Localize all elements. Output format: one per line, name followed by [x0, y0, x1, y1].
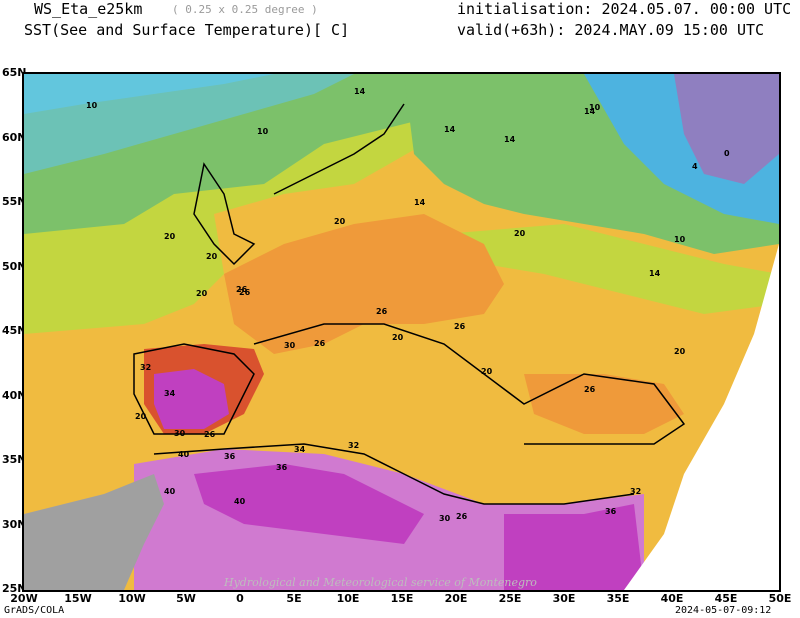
longitude-tick-label: 20E	[444, 592, 468, 605]
contour-labels: 1010141414141004102020142620201426202626…	[86, 87, 730, 523]
contour-label: 20	[164, 232, 176, 241]
contour-label: 26	[204, 430, 216, 439]
software-credit: GrADS/COLA	[4, 605, 65, 616]
sst-map-canvas: Hydrological and Meteorological service …	[24, 74, 779, 590]
contour-label: 20	[206, 252, 218, 261]
contour-label: 30	[439, 514, 451, 523]
contour-label: 20	[392, 333, 404, 342]
contour-label: 14	[584, 107, 596, 116]
contour-label: 14	[444, 125, 456, 134]
latitude-tick-label: 30N	[2, 517, 27, 531]
model-name: WS_Eta_e25km	[34, 0, 143, 18]
contour-label: 26	[236, 285, 248, 294]
contour-label: 10	[674, 235, 686, 244]
longitude-tick-label: 35E	[606, 592, 630, 605]
contour-label: 32	[140, 363, 151, 372]
longitude-tick-label: 50E	[768, 592, 792, 605]
contour-label: 14	[414, 198, 426, 207]
russia-violet	[674, 74, 779, 184]
contour-label: 20	[334, 217, 346, 226]
egypt-magenta	[504, 504, 644, 590]
contour-label: 36	[224, 452, 236, 461]
variable-title: SST(See and Surface Temperature)[ C]	[24, 21, 350, 39]
contour-label: 14	[354, 87, 366, 96]
contour-label: 14	[649, 269, 661, 278]
contour-label: 20	[674, 347, 686, 356]
contour-label: 20	[481, 367, 493, 376]
contour-label: 26	[239, 288, 251, 297]
watermark-text: Hydrological and Meteorological service …	[223, 576, 537, 589]
longitude-tick-label: 5E	[286, 592, 302, 605]
contour-label: 40	[234, 497, 246, 506]
africa-magenta	[194, 464, 424, 544]
contour-label: 26	[376, 307, 388, 316]
northeast-lime	[444, 224, 779, 314]
longitude-tick-label: 45E	[714, 592, 738, 605]
contour-label: 0	[724, 149, 730, 158]
longitude-tick-label: 30E	[552, 592, 576, 605]
contour-label: 40	[178, 450, 190, 459]
europe-orange	[224, 214, 504, 354]
contour-label: 26	[456, 512, 468, 521]
contour-label: 36	[276, 463, 288, 472]
contour-label: 36	[605, 507, 617, 516]
contour-label: 32	[348, 441, 359, 450]
contour-label: 20	[135, 412, 147, 421]
contour-label: 26	[454, 322, 466, 331]
initialisation-time: initialisation: 2024.05.07. 00:00 UTC	[457, 0, 792, 18]
longitude-tick-label: 0	[236, 592, 244, 605]
longitude-tick-label: 25E	[498, 592, 522, 605]
latitude-tick-label: 60N	[2, 130, 27, 144]
generation-timestamp: 2024-05-07-09:12	[675, 605, 772, 616]
contour-label: 32	[630, 487, 641, 496]
contour-label: 34	[164, 389, 176, 398]
contour-label: 40	[164, 487, 176, 496]
sahara-grey	[24, 474, 164, 590]
longitude-tick-label: 20W	[10, 592, 38, 605]
coastline-lines	[133, 103, 686, 505]
valid-time: valid(+63h): 2024.MAY.09 15:00 UTC	[457, 21, 765, 39]
contour-label: 20	[514, 229, 526, 238]
longitude-tick-label: 15W	[64, 592, 92, 605]
contour-label: 30	[284, 341, 296, 350]
longitude-tick-label: 10W	[118, 592, 146, 605]
latitude-tick-label: 55N	[2, 195, 27, 208]
contour-label: 10	[257, 127, 269, 136]
contour-label: 10	[589, 103, 601, 112]
atlantic-cyan-band	[24, 74, 274, 114]
contour-label: 30	[174, 429, 186, 438]
contour-label: 34	[294, 445, 306, 454]
latitude-tick-label: 45N	[2, 324, 27, 337]
longitude-tick-label: 40E	[660, 592, 684, 605]
longitude-tick-label: 5W	[176, 592, 196, 605]
contour-label: 10	[86, 101, 98, 110]
latitude-tick-label: 65N	[2, 66, 27, 79]
contour-label: 4	[692, 162, 698, 171]
contour-label: 20	[196, 289, 208, 298]
iberia-magenta	[154, 369, 229, 429]
latitude-tick-label: 35N	[2, 453, 27, 466]
resolution-note: ( 0.25 x 0.25 degree )	[172, 3, 318, 16]
contour-label: 26	[314, 339, 326, 348]
latitude-tick-label: 25N	[2, 582, 27, 595]
turkey-orange	[524, 374, 684, 434]
sst-map: Hydrological and Meteorological service …	[22, 72, 781, 592]
longitude-tick-label: 10E	[336, 592, 360, 605]
contour-label: 26	[584, 385, 596, 394]
no-data-east	[624, 244, 779, 590]
contour-label: 14	[504, 135, 516, 144]
latitude-tick-label: 40N	[2, 388, 27, 402]
longitude-tick-label: 15E	[390, 592, 414, 605]
latitude-tick-label: 50N	[2, 259, 27, 273]
